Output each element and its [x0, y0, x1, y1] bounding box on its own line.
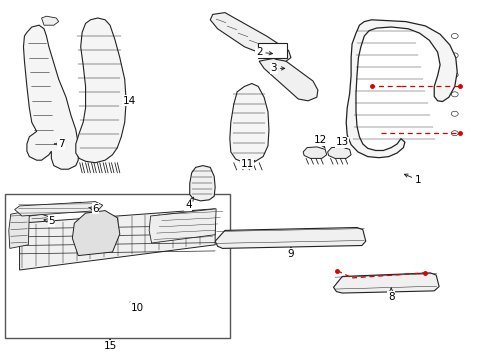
Text: 10: 10 [130, 302, 143, 313]
Text: 3: 3 [270, 63, 284, 73]
Text: 1: 1 [404, 174, 421, 185]
Polygon shape [72, 211, 120, 256]
Bar [257, 43, 286, 58]
Polygon shape [210, 13, 290, 61]
Polygon shape [23, 25, 78, 169]
Polygon shape [327, 147, 350, 158]
Polygon shape [189, 166, 215, 201]
Polygon shape [229, 84, 268, 163]
Polygon shape [27, 214, 51, 226]
Polygon shape [149, 209, 216, 243]
Text: 7: 7 [54, 139, 64, 149]
Text: 15: 15 [103, 339, 117, 351]
Bar [5, 194, 229, 338]
Polygon shape [9, 211, 29, 248]
Polygon shape [76, 18, 126, 163]
Text: 2: 2 [255, 47, 272, 57]
Text: 9: 9 [287, 248, 294, 259]
Text: 8: 8 [387, 288, 394, 302]
Polygon shape [67, 202, 85, 212]
Polygon shape [259, 58, 317, 101]
Polygon shape [303, 147, 326, 158]
Polygon shape [41, 16, 59, 25]
Polygon shape [15, 202, 102, 216]
Text: 11: 11 [240, 159, 254, 169]
Text: 13: 13 [335, 137, 348, 149]
Polygon shape [346, 20, 456, 158]
Text: 12: 12 [313, 135, 326, 148]
Text: 4: 4 [184, 197, 193, 210]
Polygon shape [215, 228, 365, 248]
Polygon shape [20, 209, 215, 270]
Text: 5: 5 [44, 216, 55, 226]
Polygon shape [333, 273, 438, 293]
Text: 14: 14 [122, 96, 136, 106]
Text: 6: 6 [88, 204, 99, 214]
